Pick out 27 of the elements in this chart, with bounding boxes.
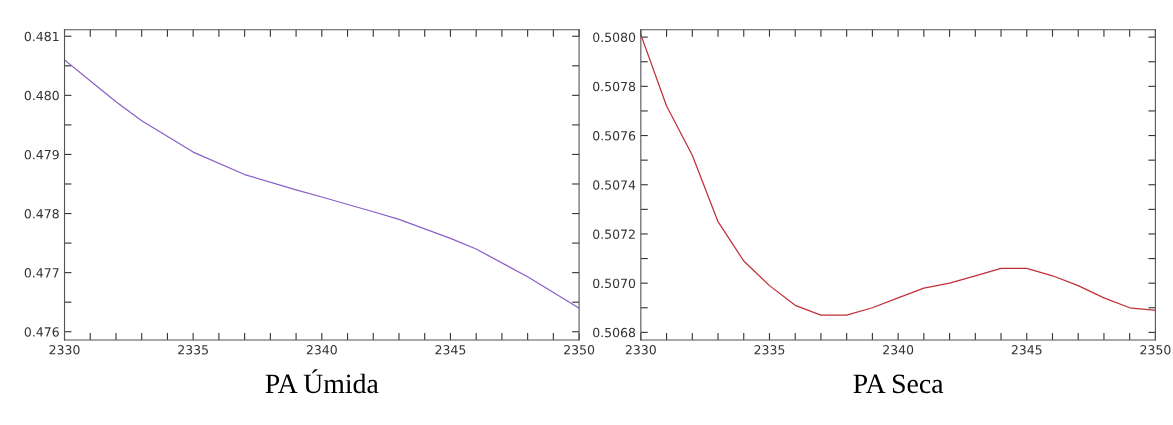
- x-tick-label: 2330: [49, 345, 80, 355]
- x-tick-label: 2345: [1011, 345, 1042, 355]
- x-tick-label: 2350: [1140, 345, 1171, 355]
- y-tick-label: 0.5072: [593, 229, 635, 239]
- y-tick-label: 0.5068: [593, 327, 636, 338]
- x-axis-title: PA Seca: [853, 374, 944, 394]
- x-tick-label: 2330: [625, 345, 656, 355]
- x-tick-label: 2340: [306, 345, 337, 355]
- x-tick-label: 2340: [883, 345, 914, 355]
- y-tick-label: 0.480: [24, 90, 59, 101]
- y-tick-label: 0.476: [24, 327, 59, 337]
- x-tick-label: 2350: [564, 345, 595, 355]
- y-tick-label: 0.5070: [593, 278, 636, 289]
- x-tick-label: 2335: [178, 345, 208, 355]
- y-tick-label: 0.5078: [593, 81, 636, 92]
- x-tick-label: 2345: [435, 345, 466, 355]
- y-tick-label: 0.481: [24, 31, 59, 42]
- y-tick-label: 0.477: [24, 268, 59, 278]
- y-tick-label: 0.5074: [593, 180, 636, 190]
- y-tick-label: 0.479: [24, 149, 59, 160]
- y-tick-label: 0.478: [24, 209, 59, 219]
- x-axis-title: PA Úmida: [265, 369, 379, 394]
- y-tick-label: 0.5076: [593, 131, 636, 141]
- x-tick-label: 2335: [754, 345, 785, 355]
- line-series: [64, 59, 580, 309]
- y-tick-label: 0.5080: [593, 32, 636, 43]
- line-series: [640, 34, 1156, 316]
